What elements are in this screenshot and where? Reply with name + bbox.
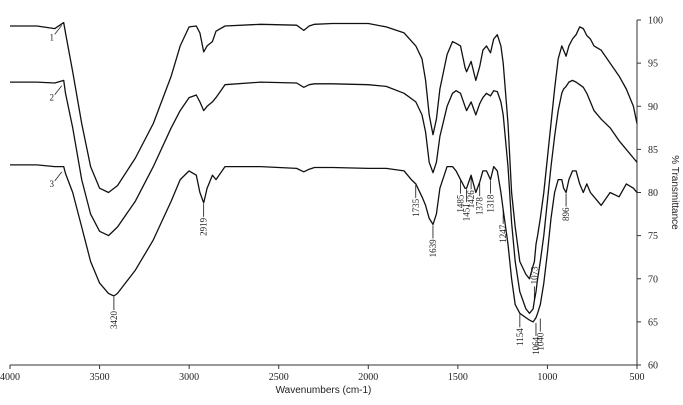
- curve-label-3: 3: [49, 179, 54, 189]
- x-axis-label: Wavenumbers (cm-1): [276, 385, 372, 396]
- series-group: [10, 21, 638, 323]
- curve-label-2: 2: [49, 93, 54, 103]
- y-tick-label: 85: [648, 145, 658, 156]
- annotation-label: 1485: [456, 194, 466, 213]
- annotation-label: 1639: [428, 239, 438, 258]
- x-tick-label: 2500: [269, 372, 289, 383]
- y-tick-label: 80: [648, 188, 658, 199]
- curve-label-leader: [54, 85, 63, 95]
- y-tick-label: 95: [648, 59, 658, 70]
- spectrum-line-2: [10, 79, 638, 314]
- curve-label-1: 1: [49, 32, 54, 42]
- y-tick-label: 100: [648, 16, 663, 27]
- x-tick-label: 4000: [0, 372, 20, 383]
- annotation-label: 1451: [462, 203, 472, 221]
- annotation-label: 3420: [109, 311, 119, 330]
- spectrum-line-1: [10, 21, 638, 280]
- y-tick-label: 75: [648, 231, 658, 242]
- annotation-label: 1064: [531, 336, 541, 355]
- x-tick-label: 3500: [90, 372, 110, 383]
- annotation-label: 1318: [485, 194, 495, 213]
- y-tick-label: 70: [648, 274, 658, 285]
- y-axis-label: % Transmittance: [669, 155, 680, 230]
- annotation-label: 896: [561, 207, 571, 221]
- annotation-label: 1154: [515, 328, 525, 346]
- curve-label-leader: [54, 171, 63, 182]
- y-tick-label: 65: [648, 317, 658, 328]
- annotation-label: 1378: [475, 197, 485, 216]
- annotation-label: 1040: [535, 332, 545, 351]
- annotation-label: 1073: [529, 266, 539, 285]
- y-tick-label: 60: [648, 361, 658, 372]
- x-tick-label: 500: [630, 372, 645, 383]
- x-tick-label: 2000: [358, 372, 378, 383]
- x-tick-label: 1000: [537, 372, 557, 383]
- x-tick-label: 1500: [448, 372, 468, 383]
- annotation-label: 1735: [411, 198, 421, 217]
- annotation-label: 1247: [498, 224, 508, 243]
- annotation-label: 2919: [199, 217, 209, 236]
- y-tick-label: 90: [648, 102, 658, 113]
- x-tick-label: 3000: [179, 372, 199, 383]
- spectrum-line-3: [10, 164, 638, 323]
- curve-label-leader: [54, 25, 63, 35]
- annotation-label: 1426: [466, 190, 476, 209]
